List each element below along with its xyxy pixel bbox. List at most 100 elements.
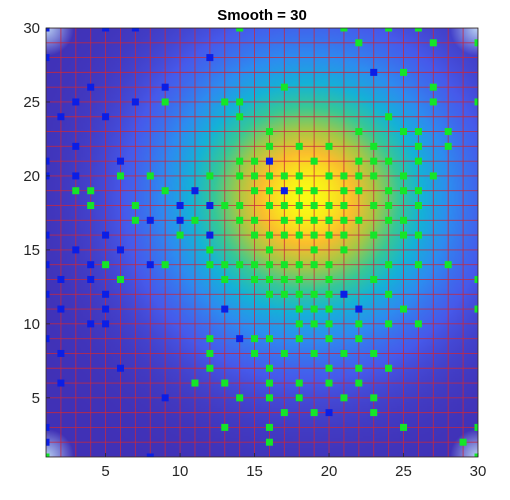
blue-marker [116, 157, 124, 165]
green-marker [236, 202, 244, 210]
green-marker [385, 364, 393, 372]
green-marker [251, 335, 259, 343]
green-marker [474, 98, 478, 106]
x-tick-label: 25 [395, 463, 412, 480]
green-marker [385, 157, 393, 165]
blue-marker [57, 275, 65, 283]
green-marker [325, 320, 333, 328]
green-marker [340, 28, 348, 32]
green-marker [265, 335, 273, 343]
green-marker [280, 231, 288, 239]
green-marker [474, 275, 478, 283]
green-marker [206, 261, 214, 269]
x-tick-label: 10 [172, 463, 189, 480]
x-tick-label: 20 [321, 463, 338, 480]
green-marker [355, 379, 363, 387]
green-marker [280, 275, 288, 283]
green-marker [400, 68, 408, 76]
green-marker [414, 231, 422, 239]
green-marker [295, 216, 303, 224]
blue-marker [131, 28, 139, 32]
green-marker [310, 305, 318, 313]
green-marker [474, 305, 478, 313]
blue-marker [102, 28, 110, 32]
corner-highlight [450, 28, 478, 56]
green-marker [325, 379, 333, 387]
green-marker [325, 142, 333, 150]
green-marker [280, 216, 288, 224]
green-marker [295, 261, 303, 269]
x-axis: 5 10 15 20 25 30 [101, 453, 486, 480]
blue-marker [280, 187, 288, 195]
green-marker [474, 39, 478, 47]
green-marker [251, 275, 259, 283]
green-marker [265, 290, 273, 298]
blue-marker [206, 202, 214, 210]
green-marker [400, 231, 408, 239]
green-marker [161, 187, 169, 195]
green-marker [325, 335, 333, 343]
green-marker [355, 187, 363, 195]
green-marker [355, 157, 363, 165]
green-marker [355, 128, 363, 136]
green-marker [251, 261, 259, 269]
green-marker [400, 172, 408, 180]
blue-marker [46, 335, 50, 343]
blue-marker [116, 246, 124, 254]
green-marker [161, 98, 169, 106]
green-marker [310, 261, 318, 269]
green-marker [265, 364, 273, 372]
blue-marker [236, 335, 244, 343]
corner-highlight [46, 429, 74, 457]
green-marker [206, 246, 214, 254]
green-marker [355, 39, 363, 47]
green-marker [191, 379, 199, 387]
green-marker [340, 172, 348, 180]
green-marker [400, 187, 408, 195]
blue-marker [57, 113, 65, 121]
green-marker [191, 216, 199, 224]
green-marker [310, 290, 318, 298]
green-marker [236, 28, 244, 32]
y-tick-label: 10 [23, 316, 40, 333]
green-marker [414, 28, 422, 32]
green-marker [280, 290, 288, 298]
green-marker [414, 187, 422, 195]
blue-marker [102, 320, 110, 328]
green-marker [295, 290, 303, 298]
green-marker [385, 216, 393, 224]
green-marker [385, 28, 393, 32]
blue-marker [46, 157, 50, 165]
green-marker [340, 394, 348, 402]
blue-marker [57, 349, 65, 357]
blue-marker [46, 28, 50, 32]
green-marker [370, 409, 378, 417]
blue-marker [57, 379, 65, 387]
green-marker [385, 113, 393, 121]
green-marker [236, 394, 244, 402]
blue-marker [72, 142, 80, 150]
green-marker [370, 349, 378, 357]
blue-marker [340, 290, 348, 298]
green-marker [265, 172, 273, 180]
green-marker [385, 290, 393, 298]
green-marker [265, 128, 273, 136]
green-marker [370, 202, 378, 210]
green-marker [102, 261, 110, 269]
blue-marker [355, 305, 363, 313]
y-tick-label: 15 [23, 242, 40, 259]
green-marker [355, 320, 363, 328]
green-marker [295, 275, 303, 283]
blue-marker [102, 305, 110, 313]
green-marker [131, 216, 139, 224]
green-marker [265, 379, 273, 387]
blue-marker [206, 231, 214, 239]
green-marker [206, 335, 214, 343]
green-marker [295, 320, 303, 328]
green-marker [355, 172, 363, 180]
blue-marker [161, 394, 169, 402]
green-marker [414, 261, 422, 269]
green-marker [370, 142, 378, 150]
green-marker [236, 261, 244, 269]
green-marker [370, 231, 378, 239]
